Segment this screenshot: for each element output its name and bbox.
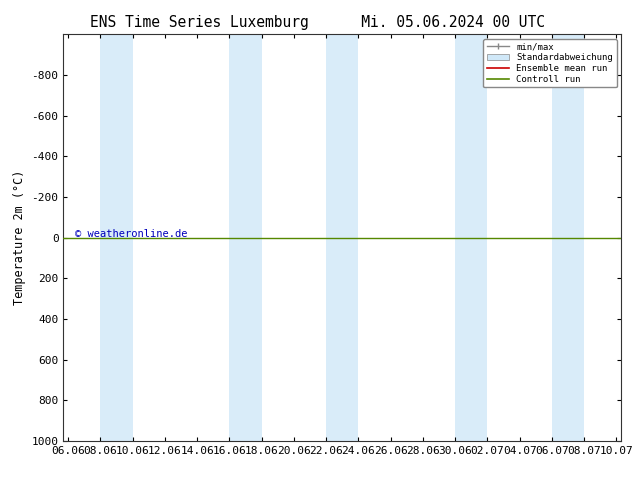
Text: © weatheronline.de: © weatheronline.de (75, 229, 187, 239)
Text: ENS Time Series Luxemburg      Mi. 05.06.2024 00 UTC: ENS Time Series Luxemburg Mi. 05.06.2024… (89, 15, 545, 30)
Bar (552, 34, 585, 441)
Bar (455, 34, 488, 441)
Bar (230, 34, 262, 441)
Bar (327, 34, 358, 441)
Bar (100, 34, 133, 441)
Legend: min/max, Standardabweichung, Ensemble mean run, Controll run: min/max, Standardabweichung, Ensemble me… (483, 39, 617, 87)
Y-axis label: Temperature 2m (°C): Temperature 2m (°C) (13, 170, 26, 305)
